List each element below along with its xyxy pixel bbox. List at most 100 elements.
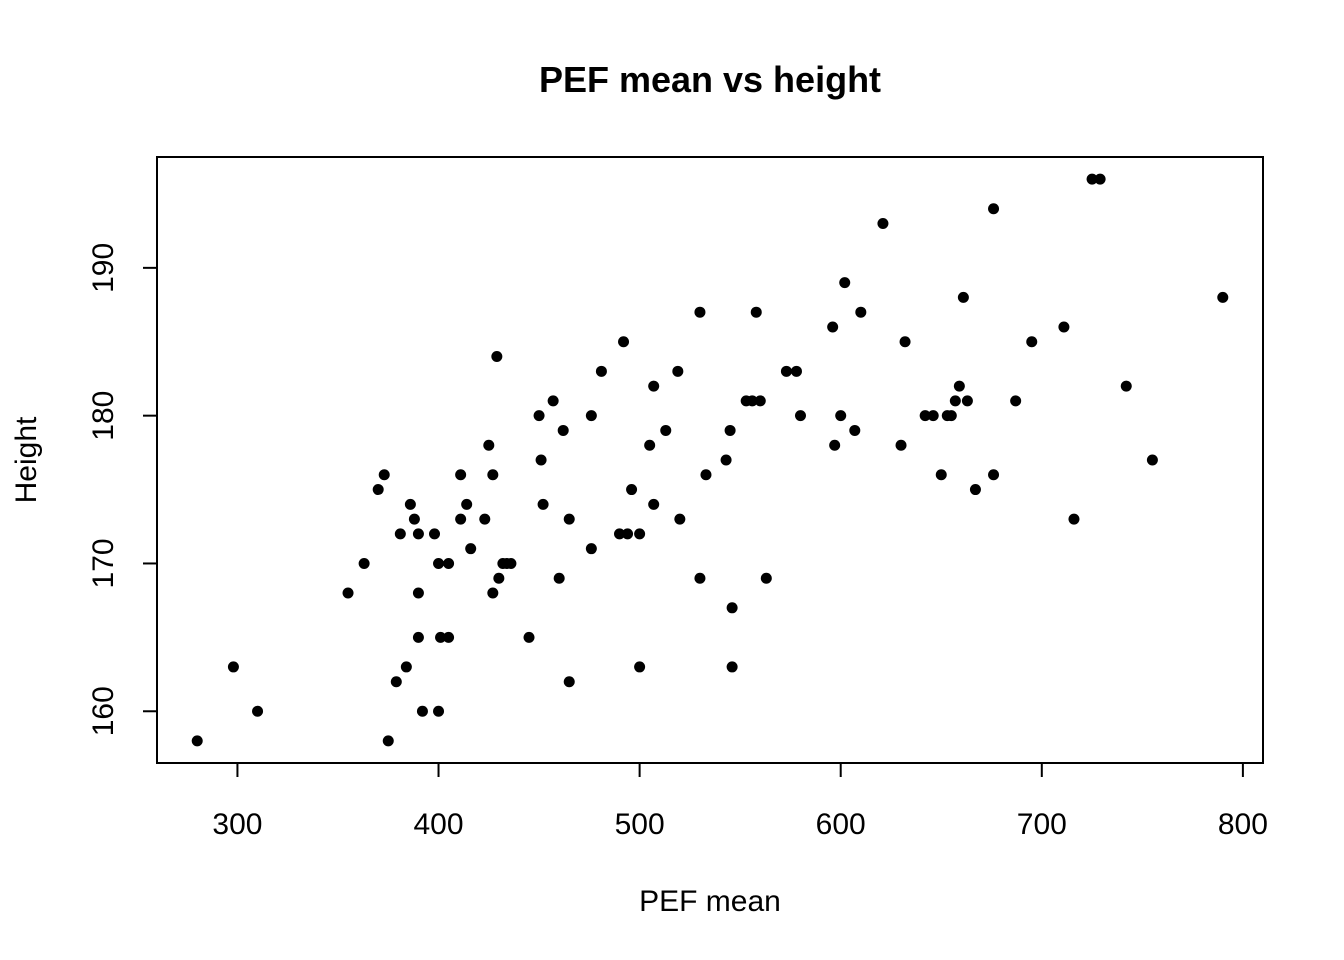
data-point: [408, 513, 420, 525]
data-point: [849, 424, 861, 436]
data-point: [227, 661, 239, 673]
data-point: [537, 498, 549, 510]
data-point: [750, 306, 762, 318]
data-point: [533, 410, 545, 422]
data-point: [626, 484, 638, 496]
x-tick-label: 500: [615, 808, 665, 841]
data-point: [622, 528, 634, 540]
data-point: [961, 395, 973, 407]
data-point: [877, 218, 889, 230]
data-point: [634, 661, 646, 673]
data-point: [644, 439, 656, 451]
data-point: [429, 528, 441, 540]
data-point: [382, 735, 394, 747]
data-point: [493, 572, 505, 584]
x-axis: 300 400 500 600 700 800: [212, 762, 1268, 841]
data-point: [523, 631, 535, 643]
data-point: [412, 631, 424, 643]
data-point: [465, 543, 477, 555]
data-point: [945, 410, 957, 422]
data-point: [726, 602, 738, 614]
data-point: [487, 587, 499, 599]
data-point: [634, 528, 646, 540]
data-point: [563, 513, 575, 525]
data-point: [479, 513, 491, 525]
data-point: [585, 410, 597, 422]
x-tick-label: 700: [1017, 808, 1067, 841]
data-point: [949, 395, 961, 407]
y-tick-label: 180: [87, 391, 120, 441]
data-point: [1217, 291, 1229, 303]
data-point: [760, 572, 772, 584]
data-point: [790, 365, 802, 377]
data-point: [1026, 336, 1038, 348]
data-point: [988, 203, 1000, 215]
data-point: [724, 424, 736, 436]
data-point: [390, 676, 402, 688]
data-point: [660, 424, 672, 436]
y-tick-label: 160: [87, 686, 120, 736]
data-point: [927, 410, 939, 422]
data-point: [835, 410, 847, 422]
data-point: [726, 661, 738, 673]
y-tick-label: 170: [87, 538, 120, 588]
data-point: [1086, 173, 1098, 185]
data-point: [899, 336, 911, 348]
data-point: [780, 365, 792, 377]
x-tick-label: 300: [212, 808, 262, 841]
data-point: [988, 469, 1000, 481]
data-point: [895, 439, 907, 451]
x-tick-label: 400: [413, 808, 463, 841]
data-point: [1058, 321, 1070, 333]
data-point: [412, 528, 424, 540]
data-point: [672, 365, 684, 377]
x-tick-label: 600: [816, 808, 866, 841]
data-point: [455, 513, 467, 525]
data-point: [957, 291, 969, 303]
data-point: [839, 277, 851, 289]
plot-frame: [156, 156, 1264, 764]
x-tick-label: 800: [1218, 808, 1268, 841]
data-point: [416, 705, 428, 717]
data-point: [746, 395, 758, 407]
data-point: [694, 306, 706, 318]
data-point: [855, 306, 867, 318]
data-point: [700, 469, 712, 481]
data-point: [433, 705, 445, 717]
data-point: [969, 484, 981, 496]
data-point: [595, 365, 607, 377]
data-point: [404, 498, 416, 510]
data-point: [953, 380, 965, 392]
data-point: [553, 572, 565, 584]
data-point: [400, 661, 412, 673]
data-point: [1010, 395, 1022, 407]
data-point: [935, 469, 947, 481]
data-point: [618, 336, 630, 348]
data-point: [342, 587, 354, 599]
data-point: [1120, 380, 1132, 392]
data-point: [505, 557, 517, 569]
data-point: [1094, 173, 1106, 185]
data-point: [433, 557, 445, 569]
data-point: [435, 631, 447, 643]
data-point: [794, 410, 806, 422]
data-point: [487, 469, 499, 481]
data-point: [829, 439, 841, 451]
data-point: [563, 676, 575, 688]
x-axis-label: PEF mean: [639, 885, 781, 918]
data-point: [461, 498, 473, 510]
data-point: [252, 705, 264, 717]
data-point: [919, 410, 931, 422]
data-point: [378, 469, 390, 481]
data-point: [412, 587, 424, 599]
data-point: [1146, 454, 1158, 466]
data-point: [720, 454, 732, 466]
data-point: [394, 528, 406, 540]
data-point: [491, 351, 503, 363]
y-tick-label: 190: [87, 243, 120, 293]
data-point: [585, 543, 597, 555]
data-point: [191, 735, 203, 747]
data-point: [648, 498, 660, 510]
data-point: [443, 557, 455, 569]
